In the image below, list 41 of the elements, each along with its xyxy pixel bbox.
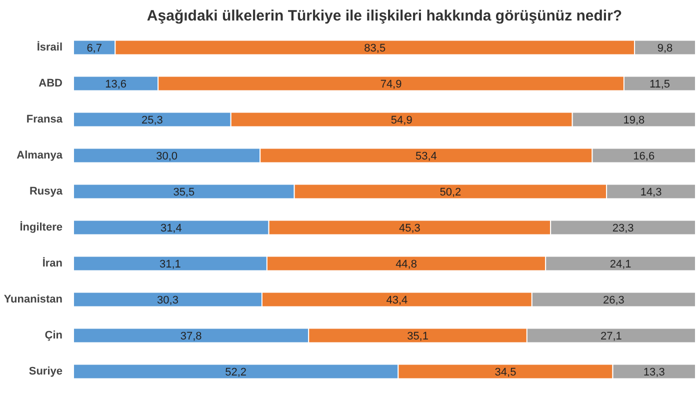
data-label: 44,8 bbox=[396, 258, 417, 270]
chart-title: Aşağıdaki ülkelerin Türkiye ile ilişkileri hakkında görüşünüz nedir? bbox=[146, 8, 622, 24]
data-label: 27,1 bbox=[600, 330, 622, 342]
data-label: 34,5 bbox=[494, 366, 516, 378]
data-label: 45,3 bbox=[398, 222, 420, 234]
data-label: 54,9 bbox=[390, 114, 412, 126]
data-label: 53,4 bbox=[415, 150, 437, 162]
data-label: 35,5 bbox=[173, 186, 195, 198]
data-label: 25,3 bbox=[141, 114, 163, 126]
y-tick-label: Suriye bbox=[28, 366, 63, 378]
y-tick-label: Yunanistan bbox=[4, 294, 63, 306]
y-tick-label: ABD bbox=[38, 78, 63, 90]
data-label: 74,9 bbox=[380, 78, 402, 90]
y-tick-label: Çin bbox=[44, 330, 63, 342]
data-label: 26,3 bbox=[603, 294, 624, 306]
data-label: 31,4 bbox=[160, 222, 182, 234]
y-tick-label: Rusya bbox=[29, 186, 64, 198]
data-label: 13,3 bbox=[643, 366, 665, 378]
data-label: 19,8 bbox=[623, 114, 645, 126]
data-label: 11,5 bbox=[649, 78, 670, 90]
data-label: 13,6 bbox=[105, 78, 127, 90]
data-label: 14,3 bbox=[640, 186, 662, 198]
y-tick-label: İsrail bbox=[36, 40, 63, 54]
data-label: 50,2 bbox=[440, 186, 462, 198]
data-label: 30,0 bbox=[156, 150, 178, 162]
data-label: 35,1 bbox=[407, 330, 428, 342]
data-label: 23,3 bbox=[612, 222, 634, 234]
data-label: 9,8 bbox=[657, 42, 673, 54]
y-tick-label: İran bbox=[42, 256, 63, 270]
data-label: 6,7 bbox=[86, 42, 102, 54]
y-tick-label: Fransa bbox=[26, 114, 64, 126]
y-tick-label: İngiltere bbox=[20, 220, 63, 234]
data-label: 43,4 bbox=[386, 294, 408, 306]
data-label: 16,6 bbox=[633, 150, 655, 162]
data-label: 37,8 bbox=[180, 330, 202, 342]
y-tick-label: Almanya bbox=[16, 150, 64, 162]
data-label: 31,1 bbox=[160, 258, 181, 270]
data-label: 52,2 bbox=[225, 366, 247, 378]
data-label: 83,5 bbox=[364, 42, 386, 54]
data-label: 24,1 bbox=[610, 258, 632, 270]
data-label: 30,3 bbox=[157, 294, 178, 306]
